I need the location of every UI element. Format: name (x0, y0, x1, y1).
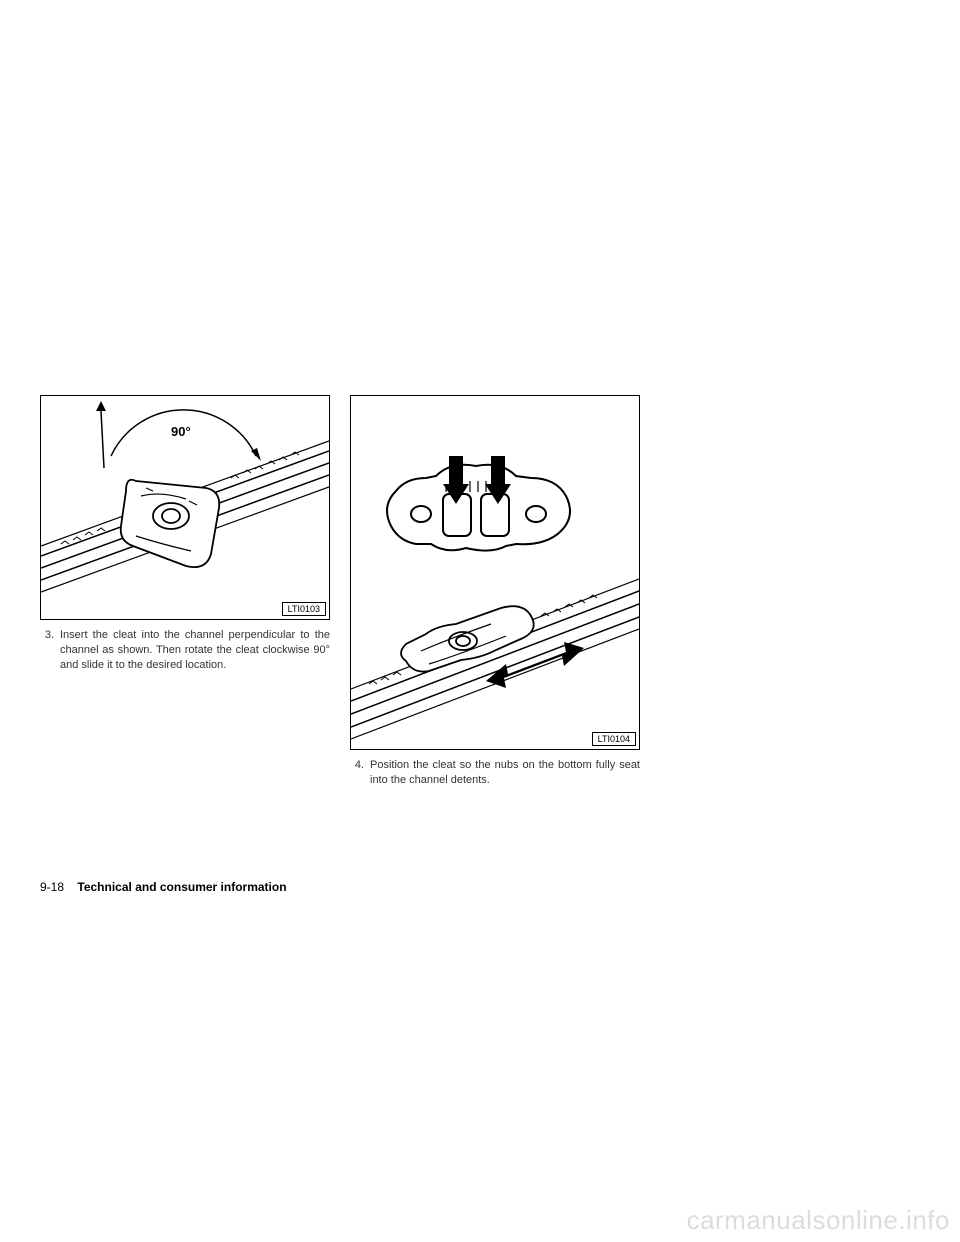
figure-left-label: LTI0103 (282, 602, 326, 616)
step-3: 3. Insert the cleat into the channel per… (40, 628, 330, 673)
figure-right-label: LTI0104 (592, 732, 636, 746)
page-number: 9-18 (40, 880, 64, 894)
right-column: LTI0104 4. Position the cleat so the nub… (350, 395, 640, 788)
page-footer: 9-18 Technical and consumer information (40, 880, 287, 894)
step-3-number: 3. (40, 628, 60, 673)
left-column: 90° LTI0103 3. Insert the cleat into the… (40, 395, 330, 788)
watermark: carmanualsonline.info (687, 1205, 950, 1236)
figure-cleat-position: LTI0104 (350, 395, 640, 750)
step-4: 4. Position the cleat so the nubs on the… (350, 758, 640, 788)
figure-cleat-insert: 90° LTI0103 (40, 395, 330, 620)
step-4-text: Position the cleat so the nubs on the bo… (370, 758, 640, 788)
angle-label: 90° (171, 424, 191, 439)
page-content: 90° LTI0103 3. Insert the cleat into the… (40, 395, 920, 788)
step-3-text: Insert the cleat into the channel perpen… (60, 628, 330, 673)
step-4-number: 4. (350, 758, 370, 788)
section-title: Technical and consumer information (77, 880, 286, 894)
columns-layout: 90° LTI0103 3. Insert the cleat into the… (40, 395, 920, 788)
cleat-position-illustration (351, 396, 639, 749)
